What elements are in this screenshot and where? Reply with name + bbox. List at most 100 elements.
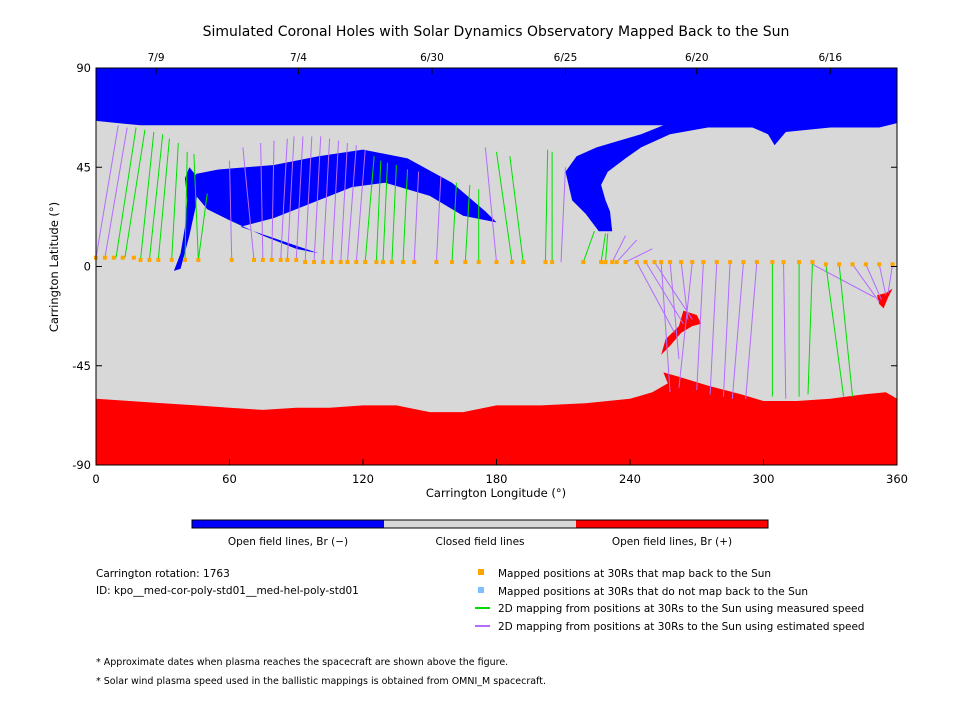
estimated-mapping-line: [731, 262, 744, 399]
mapped-point: [374, 260, 379, 265]
y-tick-label: 90: [76, 61, 91, 75]
mapped-point: [320, 260, 325, 265]
mapped-point: [741, 260, 746, 265]
estimated-mapping-line: [104, 127, 128, 258]
mapped-point: [303, 260, 308, 265]
estimated-mapping-line: [878, 264, 887, 296]
date-tick-label: 7/9: [148, 52, 165, 64]
mapped-point: [131, 255, 136, 260]
region-positive-fan-1: [661, 310, 702, 355]
estimated-mapping-line: [340, 142, 348, 263]
mapped-point: [754, 260, 759, 265]
estimated-mapping-line: [783, 262, 787, 399]
measured-mapping-line: [171, 142, 179, 260]
mapped-point: [714, 260, 719, 265]
legend-label-mapped: Mapped positions at 30Rs that map back t…: [498, 568, 771, 580]
colorbar-frame: [191, 519, 769, 529]
measured-mapping-line: [600, 233, 607, 263]
measured-mapping-line: [509, 156, 524, 263]
mapped-point: [728, 260, 733, 265]
measured-mapping-line: [451, 182, 457, 263]
estimated-mapping-line: [322, 138, 331, 263]
date-tick-label: 6/25: [554, 52, 578, 64]
x-tick-label: 180: [486, 472, 508, 486]
y-axis-label: Carrington Latitude (°): [47, 202, 61, 332]
x-tick-label: 0: [92, 472, 99, 486]
mapped-point: [863, 262, 868, 267]
x-tick-label: 120: [352, 472, 374, 486]
mapped-point: [877, 262, 882, 267]
estimated-mapping-line: [745, 262, 758, 399]
estimated-mapping-line: [636, 261, 675, 333]
estimated-mapping-line: [654, 261, 693, 320]
mapped-point: [521, 260, 526, 265]
closed-field-background: [96, 68, 897, 465]
measured-mapping-line: [140, 131, 155, 260]
legend-marker-unmapped: [478, 587, 484, 593]
mapped-point: [120, 255, 125, 260]
mapped-point: [603, 260, 608, 265]
mapped-point: [329, 260, 334, 265]
estimated-mapping-line: [678, 262, 693, 388]
mapped-point: [412, 260, 417, 265]
estimated-mapping-line: [271, 140, 275, 260]
measured-mapping-line: [825, 264, 845, 397]
mapped-point: [354, 260, 359, 265]
estimated-mapping-line: [260, 142, 264, 260]
measured-mapping-line: [807, 262, 813, 395]
mapped-point: [634, 260, 639, 265]
measured-mapping-line: [124, 129, 146, 258]
mapped-point: [679, 260, 684, 265]
axes: 0 60 120 180 240 300 360 90 45 0 -45 -90 7/9 7/4 6/30 6…: [72, 52, 908, 486]
x-tick-label: 300: [753, 472, 775, 486]
mapped-point: [510, 260, 515, 265]
x-tick-label: 240: [619, 472, 641, 486]
mapped-point: [463, 260, 468, 265]
mapped-point: [890, 262, 895, 267]
estimated-mapping-line: [852, 264, 880, 303]
date-tick-label: 6/16: [818, 52, 842, 64]
date-tick-label: 7/4: [290, 52, 307, 64]
estimated-mapping-line: [709, 262, 718, 395]
x-tick-label: 60: [222, 472, 237, 486]
mapped-point: [111, 255, 116, 260]
mapped-point: [781, 260, 786, 265]
region-north-negative: [96, 68, 897, 232]
estimated-mapping-line: [435, 176, 442, 263]
mapped-point: [823, 262, 828, 267]
mapped-point: [278, 257, 283, 262]
mapped-point: [363, 260, 368, 265]
mapped-point: [770, 260, 775, 265]
estimated-mapping-line: [625, 248, 653, 263]
region-north-tongue: [196, 149, 497, 254]
y-tick-label: -90: [72, 458, 91, 472]
estimated-mapping-line: [887, 264, 894, 294]
mapped-point: [450, 260, 454, 265]
mapped-point: [652, 260, 657, 265]
estimated-mapping-line: [560, 167, 566, 263]
mapped-point: [690, 260, 695, 265]
y-tick-label: -45: [72, 359, 91, 373]
measured-mapping-line: [148, 134, 164, 260]
date-tick-label: 6/30: [420, 52, 444, 64]
mapped-point: [599, 260, 604, 265]
region-south-positive: [96, 372, 897, 465]
estimated-mapping-line: [669, 262, 680, 360]
mapped-point: [837, 262, 842, 267]
estimated-mapping-line: [304, 136, 313, 263]
mapped-point: [381, 260, 386, 265]
estimated-mapping-line: [229, 160, 233, 260]
y-tick-label: 45: [76, 160, 91, 174]
legend-label-unmapped: Mapped positions at 30Rs that do not map…: [498, 586, 808, 598]
mapped-point: [338, 260, 343, 265]
legend-marker-mapped: [478, 569, 484, 575]
measured-mapping-line: [582, 231, 595, 263]
mapped-point: [102, 255, 107, 260]
colorbar-label-positive: Open field lines, Br (+): [612, 536, 732, 548]
measured-mapping-line: [197, 193, 208, 260]
estimated-mapping-line: [280, 138, 288, 260]
mapped-point: [147, 257, 152, 262]
y-tick-label: 0: [84, 260, 91, 274]
footnote-speed: * Solar wind plasma speed used in the ba…: [96, 676, 546, 687]
